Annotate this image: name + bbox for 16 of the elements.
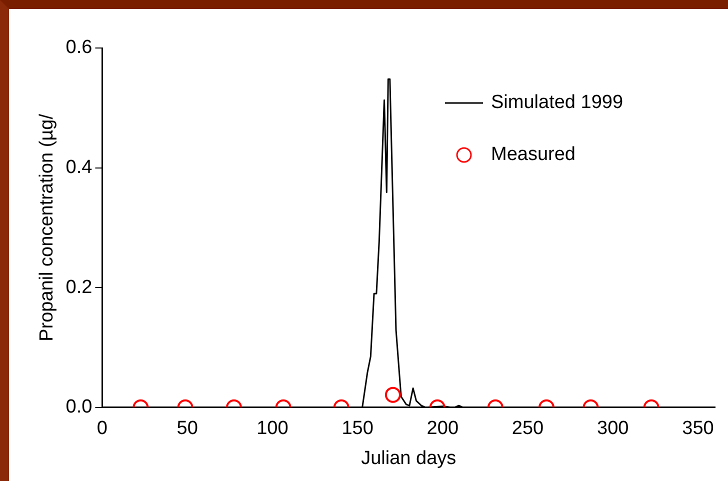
x-axis-title: Julian days [361,448,456,469]
x-tick-label: 300 [597,418,629,440]
x-tick-label: 50 [176,418,198,440]
y-tick-label: 0.0 [66,396,92,418]
x-tick-label: 350 [682,418,714,440]
y-tick-label: 0.2 [66,276,92,298]
x-tick-label: 200 [426,418,458,440]
x-tick-label: 100 [256,418,288,440]
x-tick-label: 150 [342,418,374,440]
y-axis-title: Propanil concentration (µg/ [36,113,58,342]
y-tick-label: 0.4 [66,157,93,178]
y-tick-label: 0.6 [66,37,92,58]
x-tick-label: 0 [96,418,108,440]
legend-label: Simulated 1999 [491,92,624,114]
legend-label: Measured [491,144,576,166]
x-tick-label: 250 [512,418,544,440]
